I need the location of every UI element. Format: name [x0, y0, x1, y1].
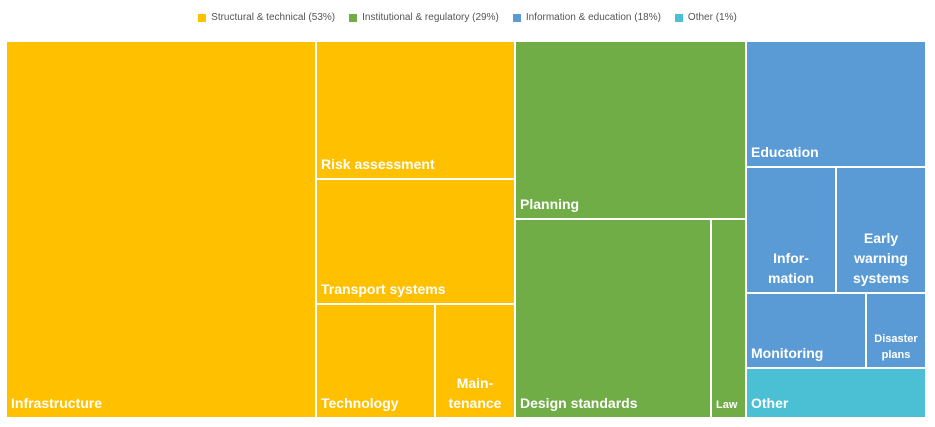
- legend-label-structural: Structural & technical (53%): [211, 12, 336, 23]
- legend-swatch-structural: [198, 13, 207, 22]
- treemap-cell-design-standards: Design standards: [516, 220, 712, 419]
- cell-label-infrastructure: Infrastructure: [11, 395, 103, 411]
- treemap-cell-technology: Technology: [317, 305, 436, 419]
- cell-label-disaster-plans: Disaster plans: [874, 333, 918, 361]
- treemap-cell-education: Education: [747, 42, 927, 168]
- cell-label-law: Law: [716, 399, 738, 411]
- treemap-cell-infrastructure: Infrastructure: [7, 42, 317, 419]
- treemap-cell-transport-systems: Transport systems: [317, 180, 516, 305]
- cell-label-maintenance: Main- tenance: [448, 375, 502, 411]
- cell-label-monitoring: Monitoring: [751, 345, 824, 361]
- treemap-cell-disaster-plans: Disaster plans: [867, 294, 927, 369]
- treemap-cell-planning: Planning: [516, 42, 747, 220]
- chart-legend: Structural & technical (53%) Institution…: [0, 12, 935, 23]
- treemap-cell-other: Other: [747, 369, 927, 419]
- legend-item-institutional: Institutional & regulatory (29%): [349, 12, 499, 23]
- cell-label-other: Other: [751, 395, 789, 411]
- legend-swatch-institutional: [349, 13, 358, 22]
- cell-label-technology: Technology: [321, 395, 399, 411]
- legend-swatch-information: [512, 13, 521, 22]
- legend-label-information: Information & education (18%): [525, 12, 661, 23]
- legend-swatch-other: [674, 13, 683, 22]
- cell-label-transport-systems: Transport systems: [321, 281, 446, 297]
- legend-item-other: Other (1%): [674, 12, 737, 23]
- cell-label-information: Infor- mation: [768, 250, 814, 286]
- cell-label-risk-assessment: Risk assessment: [321, 156, 435, 172]
- treemap-cell-law: Law: [712, 220, 747, 419]
- cell-label-education: Education: [751, 144, 819, 160]
- treemap-cell-risk-assessment: Risk assessment: [317, 42, 516, 180]
- treemap-cell-monitoring: Monitoring: [747, 294, 867, 369]
- cell-label-design-standards: Design standards: [520, 395, 638, 411]
- cell-label-planning: Planning: [520, 196, 580, 212]
- legend-item-structural: Structural & technical (53%): [198, 12, 335, 23]
- treemap: Infrastructure Risk assessment Transport…: [7, 42, 927, 419]
- treemap-cell-information: Infor- mation: [747, 168, 837, 294]
- legend-item-information: Information & education (18%): [512, 12, 661, 23]
- treemap-cell-maintenance: Main- tenance: [436, 305, 516, 419]
- legend-label-other: Other (1%): [687, 12, 737, 23]
- treemap-cell-early-warning-systems: Early warning systems: [837, 168, 927, 294]
- cell-label-early-warning-systems: Early warning systems: [852, 230, 910, 286]
- legend-label-institutional: Institutional & regulatory (29%): [362, 12, 499, 23]
